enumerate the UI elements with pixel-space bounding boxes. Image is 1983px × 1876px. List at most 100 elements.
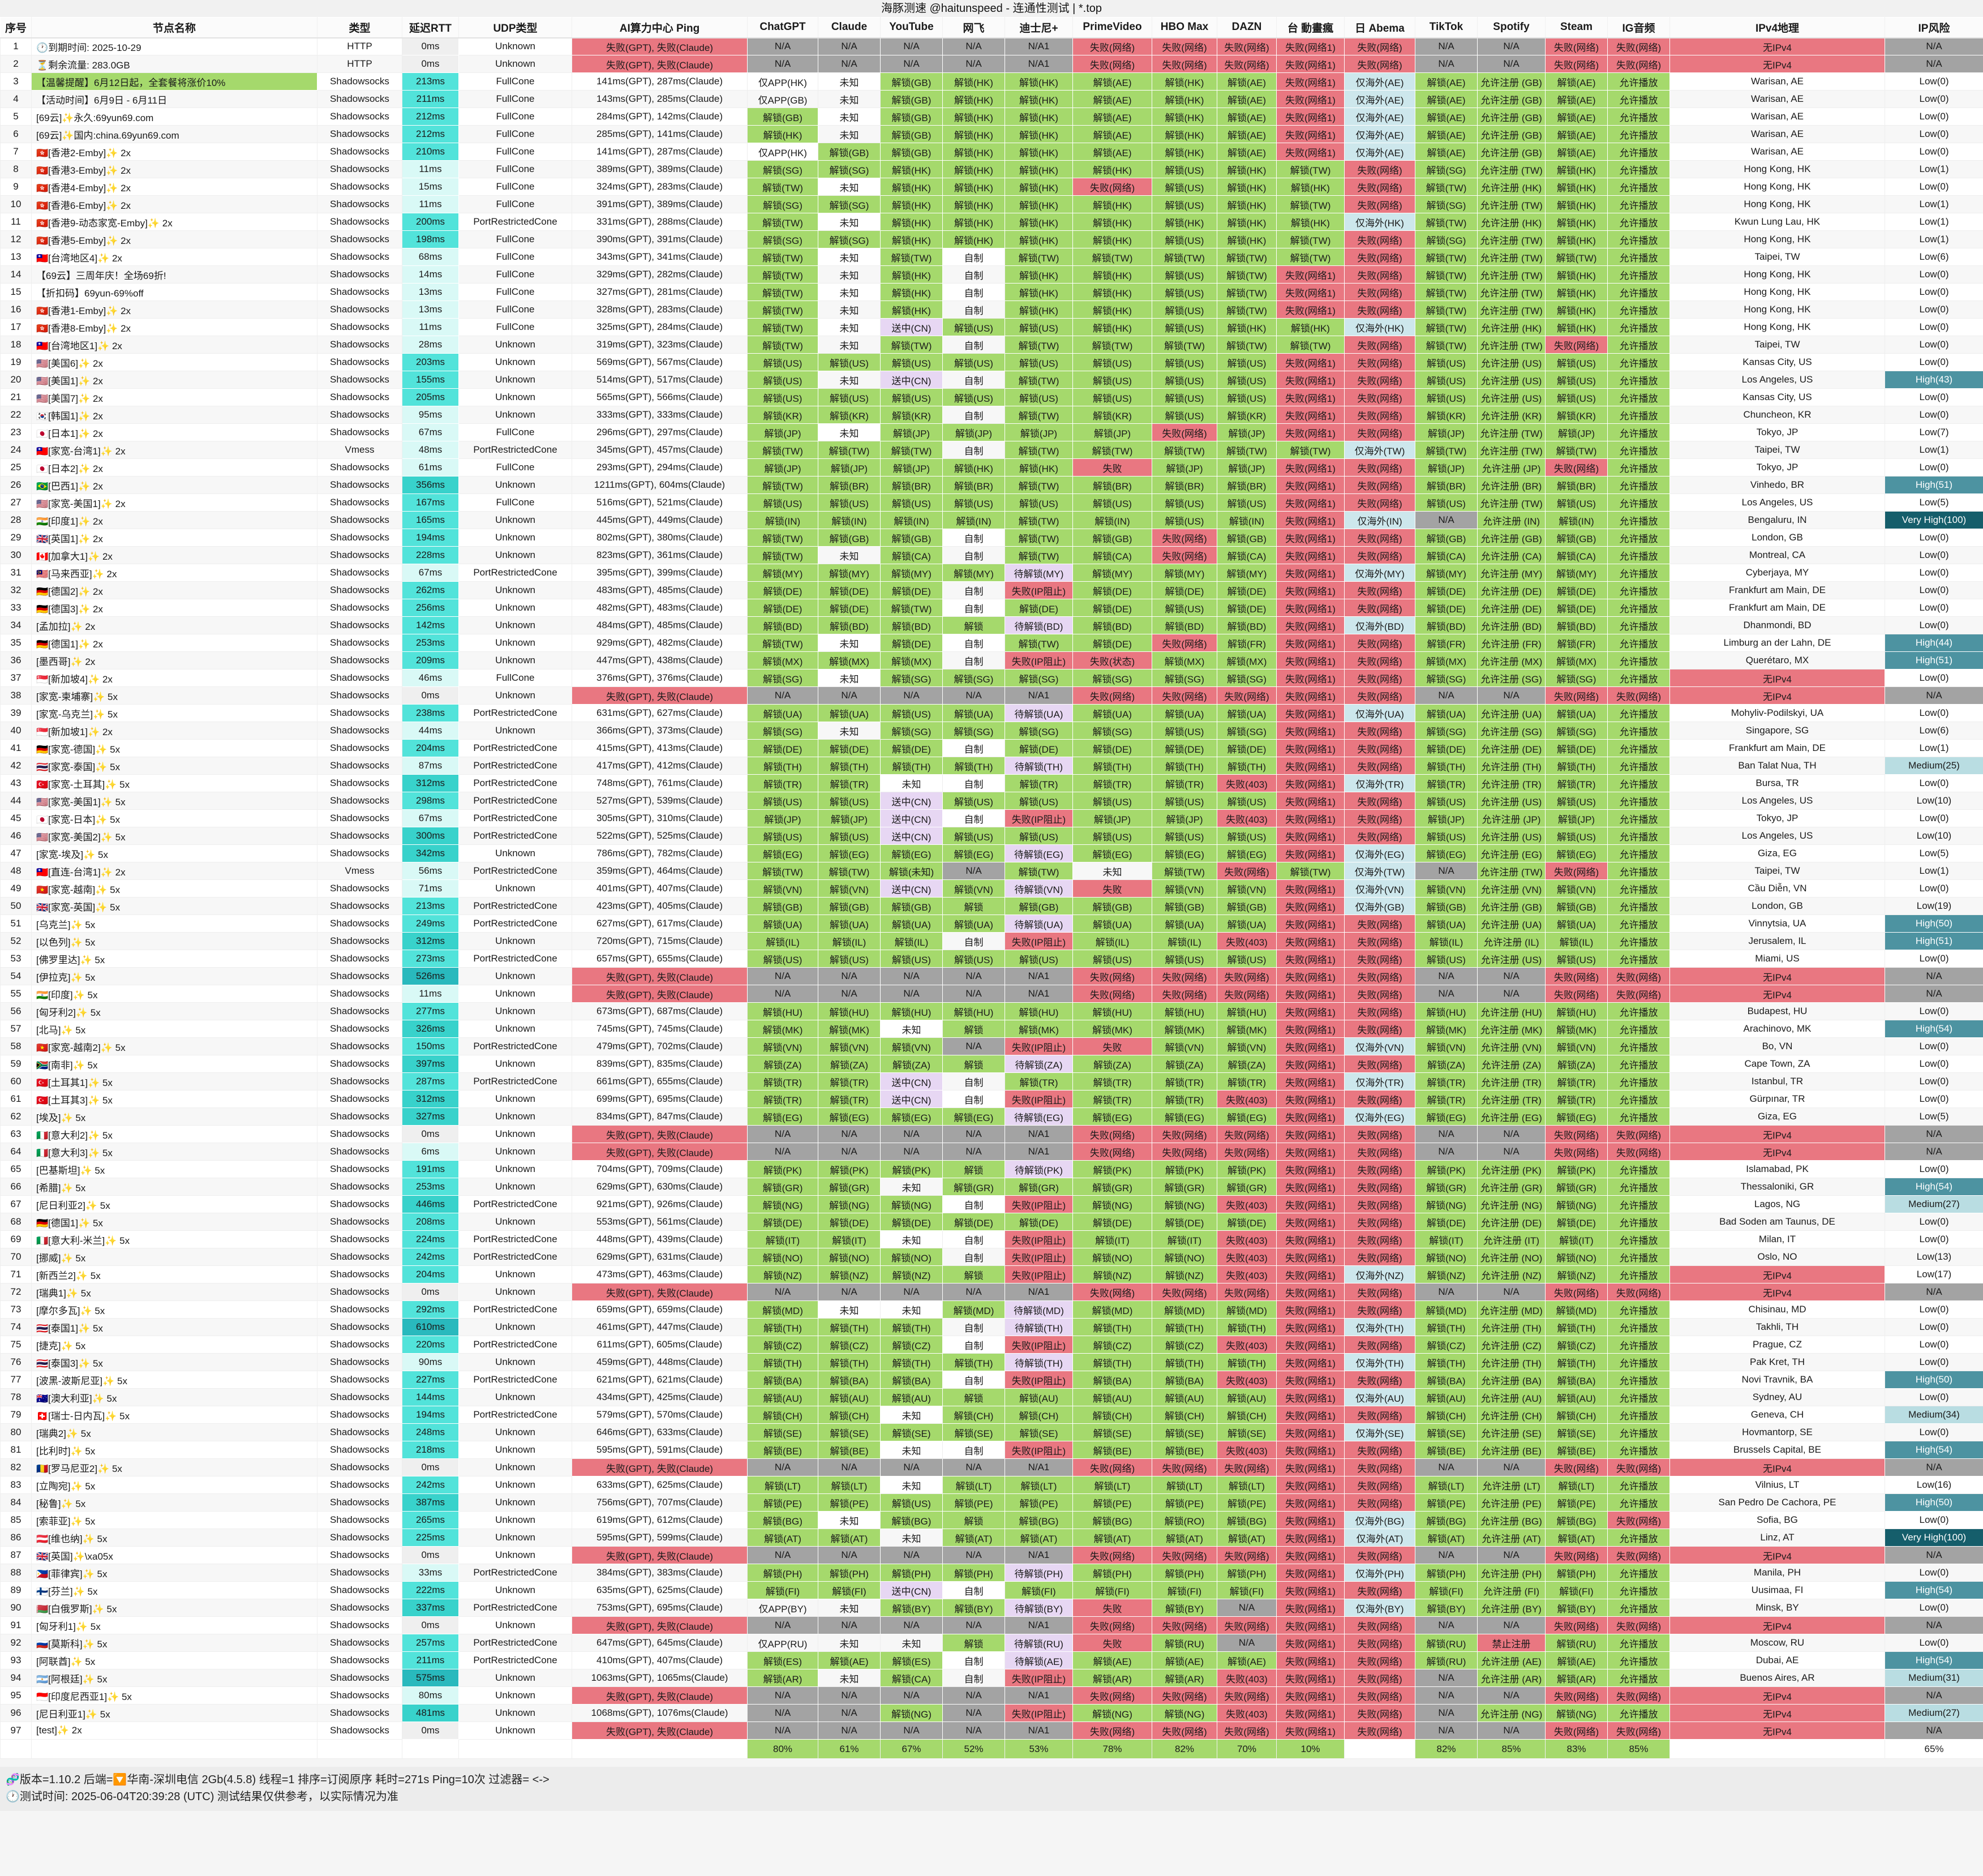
cell-disney-plus: 解锁(TW) <box>1005 511 1073 529</box>
cell-index: 55 <box>0 985 32 1003</box>
cell-ip-risk: Low(1) <box>1885 739 1983 757</box>
cell-udp-type: Unknown <box>458 722 572 740</box>
cell-tiktok: 解锁(BE) <box>1415 1441 1478 1459</box>
cell-bahamut: 失败(网络1) <box>1276 1529 1345 1547</box>
cell-abema: 失败(网络) <box>1344 985 1415 1003</box>
cell-chatgpt: 解锁(TW) <box>747 318 818 336</box>
cell-youtube: 解锁(US) <box>880 1493 943 1512</box>
cell-abema: 失败(网络) <box>1344 1371 1415 1389</box>
cell-disney-plus: 失败(IP阻止) <box>1005 1704 1073 1722</box>
cell-abema: 失败(网络) <box>1344 686 1415 705</box>
cell-netflix: 解锁(CH) <box>942 1406 1005 1424</box>
cell-node-name: 🇯🇵[日本1]✨ 2x <box>31 423 317 441</box>
cell-hbo-max: 解锁(TR) <box>1152 1090 1217 1108</box>
cell-ig-audio: 允许播放 <box>1607 353 1670 371</box>
cell-ig-audio: 允许播放 <box>1607 441 1670 459</box>
cell-node-name: 🇨🇭[瑞士-日内瓦]✨ 5x <box>31 1406 317 1424</box>
cell-prime-video: 解锁(CA) <box>1072 546 1152 564</box>
cell-type: Shadowsocks <box>317 1143 402 1161</box>
cell-abema: 仅海外(AU) <box>1344 1388 1415 1406</box>
cell-index: 56 <box>0 1002 32 1020</box>
cell-chatgpt: 解锁(MD) <box>747 1300 818 1319</box>
cell-claude: 解锁(SE) <box>818 1423 881 1441</box>
cell-disney-plus: 解锁(HK) <box>1005 178 1073 196</box>
cell-type: HTTP <box>317 37 402 55</box>
cell-index: 57 <box>0 1020 32 1038</box>
cell-spotify: 允许注册 (JP) <box>1477 809 1546 827</box>
cell-dazn: 解锁(HK) <box>1217 195 1277 213</box>
cell-youtube: 解锁(MX) <box>880 651 943 669</box>
cell-chatgpt: 解锁(DE) <box>747 1213 818 1231</box>
cell-ipv4-geo: Hong Kong, HK <box>1669 318 1885 336</box>
cell-ig-audio: 允许播放 <box>1607 511 1670 529</box>
cell-steam: 解锁(GB) <box>1545 529 1608 547</box>
cell-netflix: 解锁(SG) <box>942 722 1005 740</box>
cell-bahamut: 失败(网络1) <box>1276 915 1345 933</box>
cell-dazn: 解锁(JP) <box>1217 423 1277 441</box>
cell-udp-type: Unknown <box>458 1213 572 1231</box>
cell-steam: 失败(网络) <box>1545 1143 1608 1161</box>
cell-youtube: 解锁(SG) <box>880 669 943 687</box>
cell-youtube: 送中(CN) <box>880 1072 943 1091</box>
cell-ig-audio: 允许播放 <box>1607 1529 1670 1547</box>
cell-disney-plus: 失败(IP阻止) <box>1005 1265 1073 1283</box>
cell-ipv4-geo: Dubai, AE <box>1669 1651 1885 1669</box>
cell-bahamut: 失败(网络1) <box>1276 125 1345 143</box>
cell-tiktok: 解锁(SG) <box>1415 230 1478 248</box>
cell-index: 87 <box>0 1546 32 1564</box>
cell-abema: 失败(网络) <box>1344 1090 1415 1108</box>
cell-prime-video: 解锁(DE) <box>1072 739 1152 757</box>
cell-ipv4-geo: 无IPv4 <box>1669 967 1885 985</box>
cell-ipv4-geo: London, GB <box>1669 897 1885 915</box>
summary-rtt <box>402 1739 459 1759</box>
cell-dazn: 解锁(DE) <box>1217 739 1277 757</box>
cell-claude: 解锁(BD) <box>818 616 881 634</box>
cell-tiktok: 解锁(JP) <box>1415 423 1478 441</box>
cell-hbo-max: 失败(网络) <box>1152 55 1217 73</box>
cell-rtt: 11ms <box>402 318 459 336</box>
cell-ig-audio: 允许播放 <box>1607 406 1670 424</box>
cell-spotify: 允许注册 (AE) <box>1477 1651 1546 1669</box>
cell-prime-video: 失败(网络) <box>1072 1143 1152 1161</box>
summary-claude: 61% <box>818 1739 881 1759</box>
cell-ipv4-geo: Geneva, CH <box>1669 1406 1885 1424</box>
cell-tiktok: N/A <box>1415 1283 1478 1301</box>
cell-rtt: 312ms <box>402 1090 459 1108</box>
cell-node-name: 🇩🇪[德国1]✨ 5x <box>31 1213 317 1231</box>
cell-prime-video: 解锁(AE) <box>1072 108 1152 126</box>
cell-ai-ping: 1211ms(GPT), 604ms(Claude) <box>572 476 748 494</box>
cell-ai-ping: 293ms(GPT), 294ms(Claude) <box>572 458 748 476</box>
cell-ip-risk: Low(0) <box>1885 1353 1983 1371</box>
cell-hbo-max: 解锁(HK) <box>1152 143 1217 161</box>
cell-ai-ping: 473ms(GPT), 463ms(Claude) <box>572 1265 748 1283</box>
table-row: 82 🇷🇴[罗马尼亚2]✨ 5x Shadowsocks 0ms Unknown 失败(G… <box>0 1458 1983 1476</box>
cell-steam: 失败(网络) <box>1545 967 1608 985</box>
summary-ig-audio: 85% <box>1607 1739 1670 1759</box>
cell-chatgpt: 解锁(MY) <box>747 564 818 582</box>
cell-bahamut: 失败(网络1) <box>1276 406 1345 424</box>
cell-ipv4-geo: Milan, IT <box>1669 1230 1885 1248</box>
cell-prime-video: 解锁(US) <box>1072 827 1152 845</box>
cell-udp-type: Unknown <box>458 1143 572 1161</box>
cell-rtt: 312ms <box>402 774 459 792</box>
cell-steam: 解锁(HK) <box>1545 300 1608 319</box>
cell-prime-video: 解锁(GB) <box>1072 529 1152 547</box>
cell-node-name: 🇯🇵[家宽-日本]✨ 5x <box>31 809 317 827</box>
cell-index: 16 <box>0 300 32 319</box>
cell-chatgpt: 解锁(SG) <box>747 669 818 687</box>
cell-rtt: 300ms <box>402 827 459 845</box>
cell-steam: 失败(网络) <box>1545 1458 1608 1476</box>
cell-bahamut: 失败(网络1) <box>1276 1230 1345 1248</box>
cell-rtt: 337ms <box>402 1599 459 1617</box>
cell-ipv4-geo: Kansas City, US <box>1669 353 1885 371</box>
cell-tiktok: 解锁(IL) <box>1415 932 1478 950</box>
cell-chatgpt: 解锁(US) <box>747 792 818 810</box>
cell-index: 66 <box>0 1178 32 1196</box>
cell-ig-audio: 允许播放 <box>1607 704 1670 722</box>
cell-disney-plus: N/A1 <box>1005 1143 1073 1161</box>
cell-node-name: 【活动时间】6月9日 - 6月11日 <box>31 90 317 108</box>
cell-tiktok: N/A <box>1415 37 1478 55</box>
cell-udp-type: Unknown <box>458 1318 572 1336</box>
column-header-steam: Steam <box>1545 17 1608 38</box>
cell-dazn: 解锁(TW) <box>1217 441 1277 459</box>
